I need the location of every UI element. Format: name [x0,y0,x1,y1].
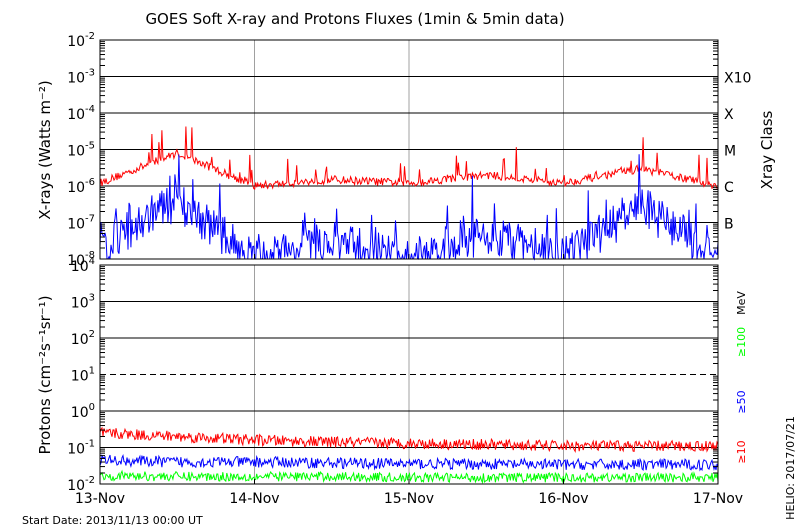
energy-unit-label: MeV [735,291,748,315]
xray-class-label: M [724,144,736,160]
y-tick-label: 10-6 [67,177,95,196]
y-tick-label: 10-2 [67,31,95,50]
series-line-0 [99,126,719,190]
y-tick-label: 103 [71,293,95,312]
series-line-≥10 [99,426,719,453]
x-tick-label: 17-Nov [693,491,743,507]
xray-class-label: X [724,107,734,123]
y-tick-label: 102 [71,329,95,348]
xray-class-axis-label: Xray Class [758,110,776,189]
legend-label: ≥50 [735,390,748,413]
y-tick-label: 101 [71,366,95,385]
legend-label: ≥100 [735,327,748,357]
series-line-≥50 [99,453,719,472]
xray-class-label: X10 [724,71,751,87]
proton-y-axis-label: Protons (cm⁻²s⁻¹sr⁻¹) [36,295,54,454]
y-tick-label: 100 [71,402,95,421]
y-tick-label: 10-7 [67,214,95,233]
legend-label: ≥10 [735,440,748,463]
start-date-label: Start Date: 2013/11/13 00:00 UT [22,514,203,527]
y-tick-label: 10-4 [67,104,95,123]
x-tick-label: 13-Nov [75,491,125,507]
proton-panel: 10-2 10-1 100 101 102 103 104 Protons (cm⁻²s⁻¹… [36,256,748,494]
y-tick-label: 10-2 [67,475,95,494]
y-tick-label: 10-3 [67,68,95,87]
xray-class-label: C [724,180,734,196]
series-line-≥100 [99,469,719,485]
x-tick-label: 15-Nov [384,491,434,507]
y-tick-label: 10-1 [67,439,95,458]
xray-panel: 10-8 10-7 10-6 10-5 10-4 10-3 10-2 X10 X M C B X-r… [36,31,776,269]
y-tick-label: 10-8 [67,250,95,269]
footer-credit: HELIO: 2017/07/21 [784,416,797,520]
x-tick-label: 16-Nov [538,491,588,507]
xray-y-axis-label: X-rays (Watts m⁻²) [36,80,54,219]
y-tick-label: 10-5 [67,141,95,160]
x-tick-label: 14-Nov [229,491,279,507]
chart-title: GOES Soft X-ray and Protons Fluxes (1min… [145,10,564,28]
y-tick-label: 104 [71,256,95,275]
xray-class-label: B [724,217,734,233]
